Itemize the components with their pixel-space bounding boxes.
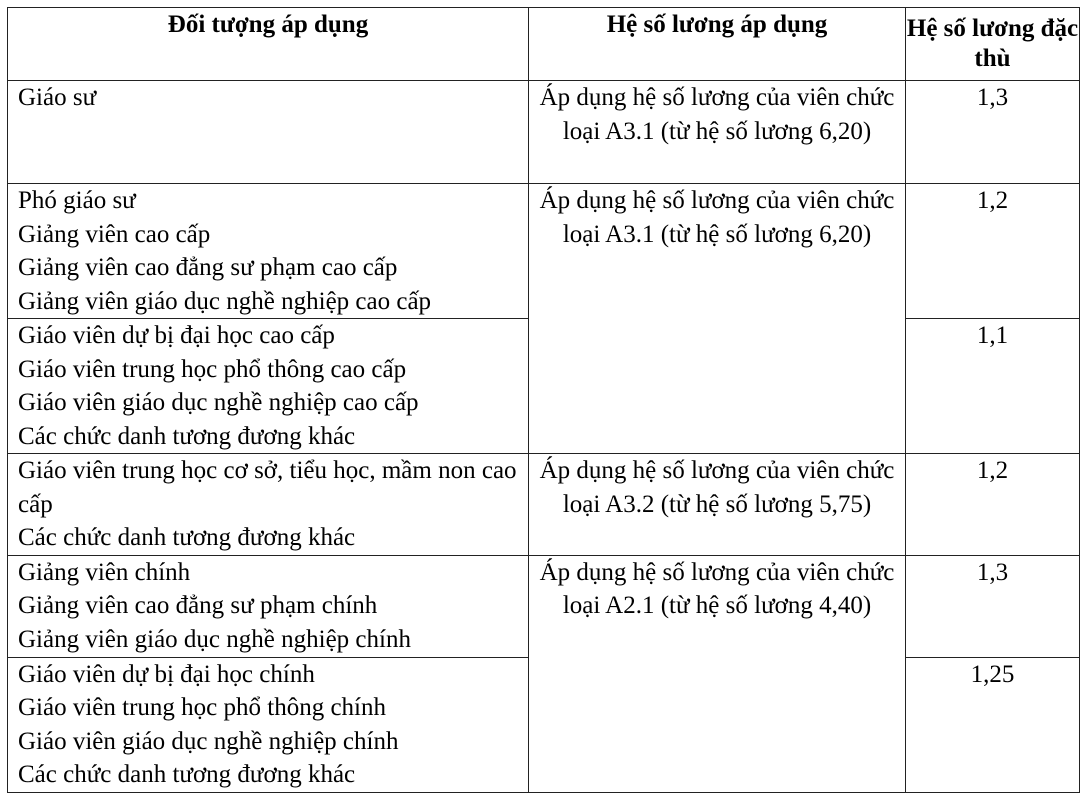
subject: Giáo viên giáo dục nghề nghiệp cao cấp (18, 389, 419, 416)
subject: Các chức danh tương đương khác (18, 422, 356, 450)
header-special-coefficient: Hệ số lương đặc thù (905, 7, 1080, 81)
subject: Giảng viên cao đẳng sư phạm cao cấp (18, 254, 398, 281)
subject: Giáo viên trung học cơ sở, tiểu học, mầm… (18, 457, 517, 518)
subjects-cell: Giảng viên chính Giảng viên cao đẳng sư … (7, 554, 529, 658)
special-coefficient-cell: 1,3 (905, 554, 1080, 658)
subject: Giáo viên dự bị đại học chính (18, 660, 315, 688)
subject: Giáo viên trung học phổ thông cao cấp (18, 355, 407, 383)
special-coefficient-cell: 1,1 (905, 318, 1080, 454)
subject: Các chức danh tương đương khác (18, 761, 356, 788)
table-row: Giáo sư Áp dụng hệ số lương của viên chứ… (7, 80, 1080, 184)
header-subjects: Đối tượng áp dụng (7, 7, 529, 81)
subject: Giáo viên giáo dục nghề nghiệp chính (18, 727, 399, 755)
subject: Giảng viên giáo dục nghề nghiệp chính (18, 625, 411, 653)
special-coefficient-cell: 1,3 (905, 80, 1080, 184)
subjects-cell: Giáo viên dự bị đại học cao cấp Giáo viê… (7, 318, 529, 454)
table-row: Phó giáo sư Giảng viên cao cấp Giảng viê… (7, 183, 1080, 454)
subject: Giảng viên giáo dục nghề nghiệp cao cấp (18, 287, 432, 315)
subjects-cell: Giáo sư (7, 80, 529, 184)
header-row: Đối tượng áp dụng Hệ số lương áp dụng Hệ… (7, 7, 1080, 81)
special-coefficient-cell: 1,2 (905, 183, 1080, 319)
applied-coefficient-cell: Áp dụng hệ số lương của viên chức loại A… (528, 554, 906, 793)
subject: Giáo viên dự bị đại học cao cấp (18, 322, 335, 349)
subject: Giảng viên cao đẳng sư phạm chính (18, 592, 378, 619)
subjects-cell: Giáo viên dự bị đại học chính Giáo viên … (7, 656, 529, 793)
subject: Phó giáo sư (18, 187, 136, 214)
special-coefficient-cell: 1,2 (905, 453, 1080, 556)
subject: Giáo viên trung học phổ thông chính (18, 694, 386, 721)
applied-coefficient-cell: Áp dụng hệ số lương của viên chức loại A… (528, 80, 906, 184)
table-row: Giáo viên trung học cơ sở, tiểu học, mầm… (7, 453, 1080, 556)
subject: Giảng viên cao cấp (18, 220, 211, 248)
subjects-cell: Giáo viên trung học cơ sở, tiểu học, mầm… (7, 453, 529, 556)
salary-coefficient-table: Đối tượng áp dụng Hệ số lương áp dụng Hệ… (7, 7, 1080, 793)
subject: Giáo sư (18, 84, 97, 111)
applied-coefficient-cell: Áp dụng hệ số lương của viên chức loại A… (528, 453, 906, 556)
subjects-cell: Phó giáo sư Giảng viên cao cấp Giảng viê… (7, 183, 529, 319)
applied-coefficient-cell: Áp dụng hệ số lương của viên chức loại A… (528, 183, 906, 454)
subject: Các chức danh tương đương khác (18, 524, 356, 551)
header-applied-coefficient: Hệ số lương áp dụng (528, 7, 906, 81)
special-coefficient-cell: 1,25 (905, 656, 1080, 793)
table-row: Giáo viên dự bị đại học cao cấp Giáo viê… (7, 318, 1080, 454)
table-row: Giảng viên chính Giảng viên cao đẳng sư … (7, 554, 1080, 793)
subject: Giảng viên chính (18, 558, 191, 586)
